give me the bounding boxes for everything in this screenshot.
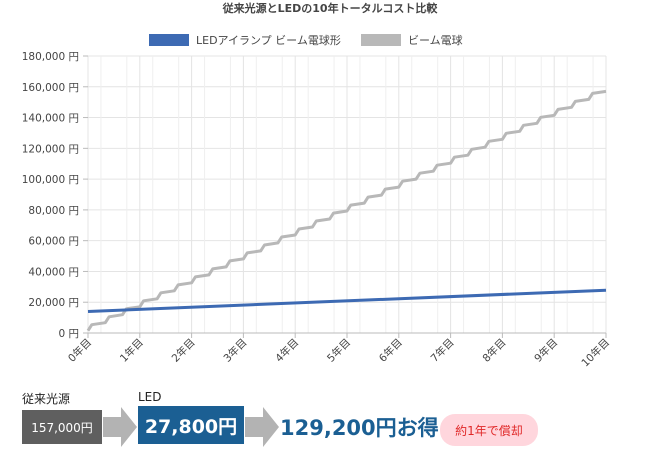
payback-badge: 約1年で償却 <box>440 414 538 446</box>
legend-swatch-beam <box>361 34 401 46</box>
legend-label-beam: ビーム電球 <box>408 33 463 47</box>
y-axis: 0 円 20,000 円 40,000 円 60,000 円 80,000 円 100,0… <box>22 51 88 340</box>
y-tick-label: 60,000 円 <box>28 236 79 248</box>
conventional-cost-box: 157,000円 <box>22 410 102 444</box>
x-tick-label: 10年目 <box>579 336 612 369</box>
x-tick-label: 3年目 <box>221 336 250 365</box>
cost-summary: 従来光源 157,000円 LED 27,800円 129,200円お得 約1年… <box>0 388 660 457</box>
y-tick-label: 40,000 円 <box>28 266 79 278</box>
chart-title: 従来光源とLEDの10年トータルコスト比較 <box>222 1 439 15</box>
x-tick-label: 9年目 <box>532 336 561 365</box>
arrow-icon <box>245 407 279 447</box>
conventional-label: 従来光源 <box>22 392 71 406</box>
y-tick-label: 160,000 円 <box>22 82 79 94</box>
y-tick-label: 20,000 円 <box>28 297 79 309</box>
y-tick-label: 180,000 円 <box>22 51 79 63</box>
y-tick-label: 0 円 <box>58 328 79 340</box>
chart-grid <box>87 55 607 334</box>
y-tick-label: 140,000 円 <box>22 113 79 125</box>
x-axis: 0年目 1年目 2年目 3年目 4年目 5年目 6年目 7年目 8年目 9年目 10年目 <box>65 332 612 369</box>
chart-legend: LEDアイランプ ビーム電球形 ビーム電球 <box>149 33 463 47</box>
x-tick-label: 5年目 <box>324 336 353 365</box>
y-tick-label: 100,000 円 <box>22 174 79 186</box>
chart-series <box>86 89 607 332</box>
legend-label-led: LEDアイランプ ビーム電球形 <box>196 33 341 47</box>
legend-swatch-led <box>149 34 189 46</box>
y-tick-label: 80,000 円 <box>28 205 79 217</box>
x-tick-label: 4年目 <box>273 336 302 365</box>
x-tick-label: 0年目 <box>65 336 94 365</box>
series-line-led <box>87 288 607 313</box>
led-label: LED <box>138 390 162 404</box>
x-tick-label: 1年目 <box>117 336 146 365</box>
savings-text: 129,200円お得 <box>280 416 439 440</box>
cost-comparison-chart: 従来光源とLEDの10年トータルコスト比較 LEDアイランプ ビーム電球形 ビー… <box>22 1 612 369</box>
y-tick-label: 120,000 円 <box>22 143 79 155</box>
x-tick-label: 6年目 <box>376 336 405 365</box>
led-cost-box: 27,800円 <box>138 406 244 444</box>
arrow-icon <box>103 407 137 447</box>
x-tick-label: 8年目 <box>480 336 509 365</box>
series-line-beam-bulb <box>86 89 607 332</box>
x-tick-label: 2年目 <box>169 336 198 365</box>
x-tick-label: 7年目 <box>428 336 457 365</box>
